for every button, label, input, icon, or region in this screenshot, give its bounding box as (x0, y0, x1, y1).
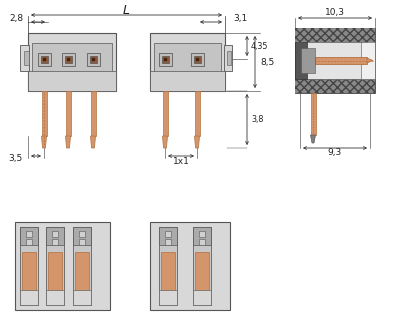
Bar (161, 252, 175, 290)
Bar (194, 91, 200, 136)
Polygon shape (162, 136, 168, 148)
Bar (150, 33, 225, 91)
Bar (46, 227, 64, 305)
Bar (40, 56, 48, 63)
Text: 9,3: 9,3 (328, 148, 342, 157)
Bar (79, 231, 85, 237)
Bar (162, 56, 168, 63)
Bar (15, 222, 110, 310)
Bar (159, 227, 177, 305)
Bar (26, 239, 32, 245)
Polygon shape (66, 136, 70, 148)
Bar (20, 227, 38, 245)
Bar (193, 227, 211, 305)
Bar (52, 231, 58, 237)
Bar (20, 227, 38, 305)
Text: 3,1: 3,1 (233, 13, 247, 22)
Bar (150, 222, 230, 310)
Polygon shape (194, 136, 200, 148)
Bar (62, 53, 74, 66)
Bar (158, 53, 172, 66)
Text: 8,5: 8,5 (260, 58, 274, 67)
Polygon shape (42, 136, 46, 148)
Bar (162, 91, 168, 136)
Bar (52, 239, 58, 245)
Bar (165, 231, 171, 237)
Bar (150, 71, 225, 91)
Text: 3,8: 3,8 (251, 115, 263, 124)
Bar (20, 290, 38, 305)
Bar (73, 227, 91, 305)
Polygon shape (310, 135, 316, 143)
Bar (295, 42, 307, 79)
Bar (315, 57, 367, 64)
Bar (20, 45, 29, 71)
Bar (199, 231, 205, 237)
Bar (24, 51, 29, 65)
Bar (46, 227, 64, 245)
Bar (46, 290, 64, 305)
Bar (305, 42, 367, 79)
Bar (42, 91, 46, 136)
Bar (154, 43, 221, 79)
Bar (199, 239, 205, 245)
Bar (38, 53, 50, 66)
Bar (90, 91, 96, 136)
Bar (28, 33, 116, 91)
Bar (227, 51, 231, 65)
Bar (86, 53, 100, 66)
Bar (310, 93, 316, 135)
Bar (26, 231, 32, 237)
Bar (28, 71, 116, 91)
Bar (90, 56, 96, 63)
Bar (66, 91, 70, 136)
Bar (295, 28, 375, 93)
Bar (22, 252, 36, 290)
Bar (190, 53, 204, 66)
Text: 2,8: 2,8 (9, 13, 23, 22)
Text: 3,5: 3,5 (9, 153, 23, 162)
Bar (195, 252, 209, 290)
Text: L: L (123, 3, 130, 16)
Bar (159, 227, 177, 245)
Bar (193, 227, 211, 245)
Bar (75, 252, 89, 290)
Bar (32, 43, 112, 79)
Text: 1x1: 1x1 (172, 157, 190, 166)
Bar (301, 48, 315, 73)
Bar (73, 290, 91, 305)
Bar (73, 227, 91, 245)
Bar (193, 290, 211, 305)
Bar (194, 56, 200, 63)
Text: 4,35: 4,35 (251, 42, 268, 51)
Bar (361, 42, 375, 79)
Bar (165, 239, 171, 245)
Bar (295, 79, 375, 93)
Bar (64, 56, 72, 63)
Polygon shape (90, 136, 96, 148)
Polygon shape (367, 58, 373, 63)
Bar (159, 290, 177, 305)
Bar (224, 45, 232, 71)
Bar (295, 28, 375, 42)
Text: 10,3: 10,3 (325, 8, 345, 17)
Bar (48, 252, 62, 290)
Bar (79, 239, 85, 245)
